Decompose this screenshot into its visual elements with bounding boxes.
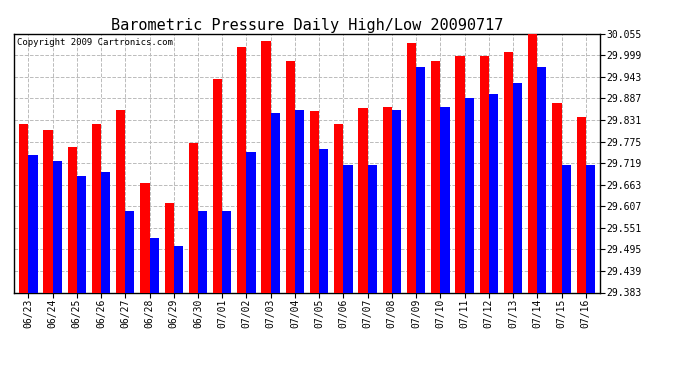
Bar xyxy=(319,149,328,292)
Bar xyxy=(189,144,198,292)
Bar xyxy=(480,56,489,292)
Bar xyxy=(237,47,246,292)
Bar xyxy=(28,155,37,292)
Bar xyxy=(407,44,416,292)
Bar xyxy=(150,238,159,292)
Bar xyxy=(431,61,440,292)
Bar xyxy=(562,165,571,292)
Bar xyxy=(416,67,425,292)
Bar xyxy=(528,34,538,292)
Bar xyxy=(310,111,319,292)
Bar xyxy=(334,124,344,292)
Bar xyxy=(344,165,353,292)
Bar xyxy=(286,61,295,292)
Bar xyxy=(455,56,464,292)
Bar xyxy=(246,152,256,292)
Bar xyxy=(440,107,450,292)
Bar xyxy=(77,176,86,292)
Bar xyxy=(19,124,28,292)
Bar xyxy=(270,114,280,292)
Bar xyxy=(164,203,174,292)
Bar xyxy=(213,79,222,292)
Title: Barometric Pressure Daily High/Low 20090717: Barometric Pressure Daily High/Low 20090… xyxy=(111,18,503,33)
Bar xyxy=(140,183,150,292)
Bar xyxy=(358,108,368,292)
Bar xyxy=(489,94,498,292)
Bar xyxy=(222,211,231,292)
Bar xyxy=(464,98,474,292)
Bar xyxy=(577,117,586,292)
Bar xyxy=(383,107,392,292)
Bar xyxy=(262,42,270,292)
Bar xyxy=(392,110,401,292)
Bar xyxy=(513,82,522,292)
Bar xyxy=(504,52,513,292)
Bar xyxy=(52,161,62,292)
Bar xyxy=(295,110,304,292)
Bar xyxy=(198,211,207,292)
Bar xyxy=(174,246,183,292)
Bar xyxy=(586,165,595,292)
Bar xyxy=(43,130,52,292)
Bar xyxy=(68,147,77,292)
Bar xyxy=(552,103,562,292)
Bar xyxy=(538,67,546,292)
Bar xyxy=(101,172,110,292)
Bar xyxy=(368,165,377,292)
Bar xyxy=(92,124,101,292)
Bar xyxy=(126,211,135,292)
Text: Copyright 2009 Cartronics.com: Copyright 2009 Cartronics.com xyxy=(17,38,172,46)
Bar xyxy=(116,110,126,292)
